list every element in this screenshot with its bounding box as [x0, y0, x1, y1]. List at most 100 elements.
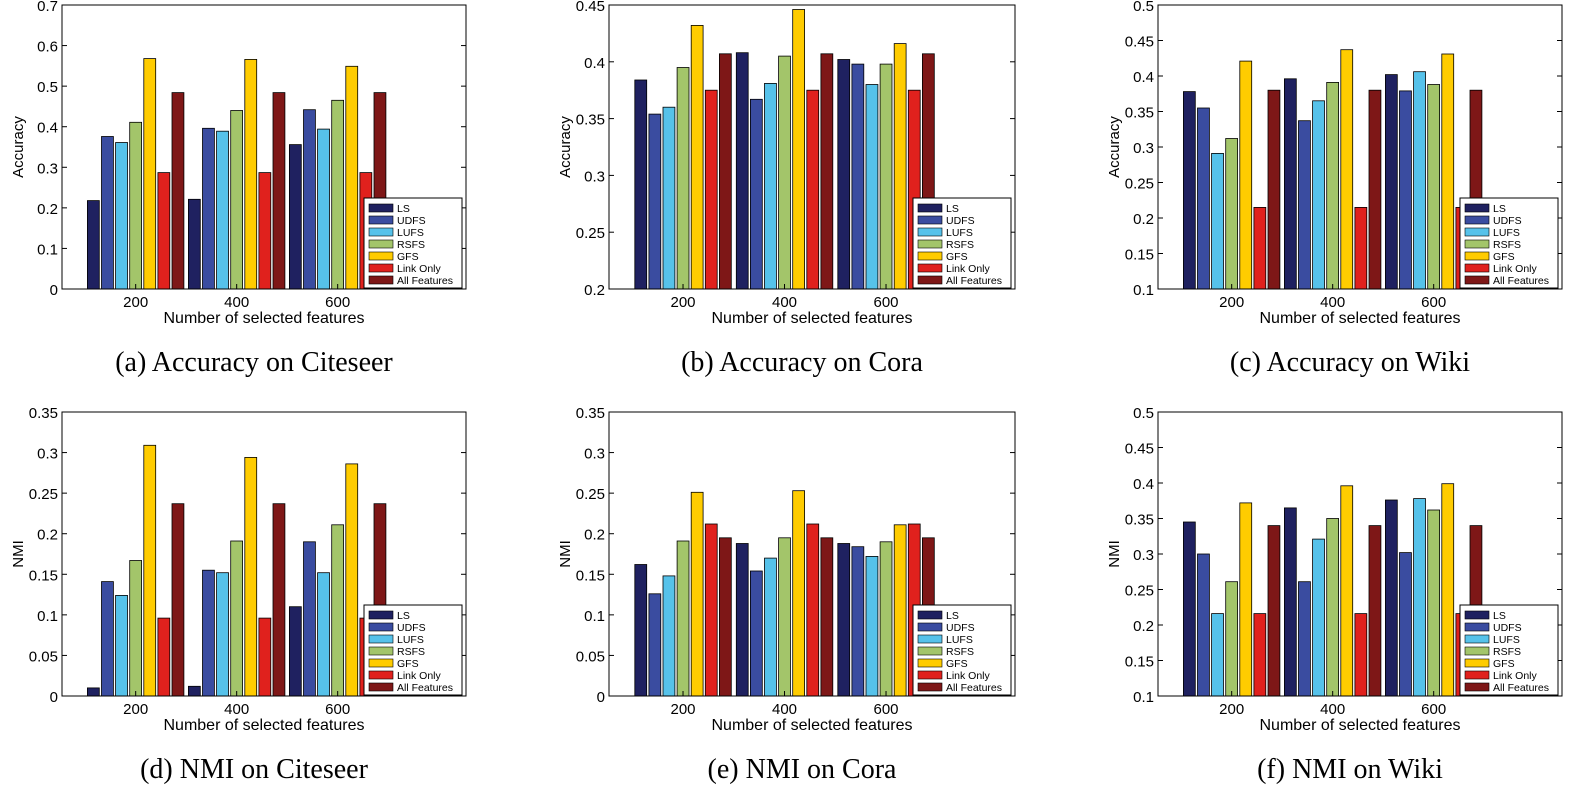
bar-lufs-400: [1312, 538, 1325, 697]
x-axis-label: Number of selected features: [712, 310, 913, 327]
legend-label-gfs: GFS: [1493, 658, 1515, 670]
legend-label-all-features: All Features: [946, 682, 1002, 694]
y-tick-label: 0: [50, 689, 58, 706]
legend-label-ls: LS: [397, 610, 410, 622]
bar-gfs-200: [143, 58, 157, 290]
bar-all-features-400: [272, 503, 286, 697]
y-tick-label: 0.25: [1125, 176, 1154, 193]
legend-swatch-rsfs: [917, 646, 943, 656]
bar-all-features-200: [719, 537, 732, 697]
y-tick-label: 0.1: [1133, 689, 1154, 706]
y-tick-label: 0.45: [1125, 34, 1154, 51]
legend-label-ls: LS: [397, 203, 410, 215]
bar-gfs-200: [143, 444, 157, 697]
x-axis-label: Number of selected features: [164, 310, 365, 327]
bar-link-only-200: [1253, 206, 1267, 290]
legend-swatch-ls: [917, 610, 943, 620]
bar-lufs-400: [764, 83, 777, 290]
bar-ls-200: [1183, 91, 1196, 290]
bar-all-features-400: [820, 537, 834, 697]
legend-label-rsfs: RSFS: [397, 646, 425, 658]
bar-lufs-200: [662, 575, 676, 697]
legend-swatch-gfs: [917, 658, 943, 668]
bar-link-only-200: [157, 172, 171, 290]
legend-label-gfs: GFS: [946, 658, 968, 670]
legend-swatch-rsfs: [1464, 239, 1490, 249]
chart-caption: (a) Accuracy on Citeseer: [115, 347, 393, 378]
legend-swatch-lufs: [917, 634, 943, 644]
y-tick-label: 0.25: [576, 225, 605, 242]
y-tick-label: 0.45: [576, 0, 605, 15]
legend-swatch-all-features: [917, 682, 943, 692]
bar-rsfs-600: [879, 63, 893, 290]
legend-swatch-udfs: [917, 215, 943, 225]
chart-3: 0.1 0.15 0.2 0.25 0.3 0.35 0.4 0.45 0.5 200 400 600…: [1106, 0, 1563, 378]
x-tick-label: 200: [1219, 294, 1244, 311]
x-axis-label: Number of selected features: [1260, 310, 1461, 327]
legend-swatch-ls: [368, 203, 394, 213]
bar-udfs-400: [1298, 581, 1311, 697]
bar-gfs-200: [690, 24, 704, 290]
y-tick-label: 0.35: [29, 405, 58, 422]
bar-udfs-400: [750, 98, 763, 290]
legend-swatch-gfs: [368, 251, 394, 261]
bar-all-features-400: [820, 53, 834, 290]
legend-label-lufs: LUFS: [397, 634, 424, 646]
legend-label-link-only: Link Only: [1493, 670, 1538, 682]
legend-label-lufs: LUFS: [946, 634, 973, 646]
legend-swatch-link-only: [917, 263, 943, 273]
legend-swatch-all-features: [917, 275, 943, 285]
bar-rsfs-600: [1427, 84, 1440, 290]
legend-swatch-udfs: [368, 622, 394, 632]
bar-all-features-200: [1267, 89, 1281, 290]
bar-lufs-400: [764, 557, 777, 697]
bar-udfs-200: [1197, 553, 1210, 697]
y-tick-label: 0.05: [576, 648, 605, 665]
y-tick-label: 0.7: [37, 0, 58, 15]
legend-label-link-only: Link Only: [397, 263, 442, 275]
chart-6: 0.1 0.15 0.2 0.25 0.3 0.35 0.4 0.45 0.5 200 400 600…: [1106, 405, 1563, 785]
legend-label-all-features: All Features: [1493, 682, 1549, 694]
x-tick-label: 400: [224, 294, 249, 311]
bar-lufs-600: [865, 556, 879, 697]
bar-rsfs-400: [778, 537, 791, 697]
legend-swatch-link-only: [917, 670, 943, 680]
legend-label-all-features: All Features: [1493, 275, 1549, 287]
bar-ls-600: [288, 144, 302, 290]
bar-lufs-600: [865, 84, 879, 290]
bar-rsfs-200: [129, 121, 142, 290]
x-tick-label: 400: [224, 701, 249, 718]
legend-swatch-gfs: [368, 658, 394, 668]
chart-4: 0 0.05 0.1 0.15 0.2 0.25 0.3 0.35 200 400 600Numbe…: [10, 405, 467, 785]
bar-ls-200: [1183, 521, 1196, 697]
bar-udfs-200: [648, 593, 662, 697]
y-tick-label: 0.25: [1125, 583, 1154, 600]
legend-swatch-all-features: [368, 275, 394, 285]
y-tick-label: 0.5: [1133, 405, 1154, 422]
bar-all-features-200: [719, 53, 732, 290]
bar-rsfs-600: [1427, 509, 1440, 697]
legend-label-rsfs: RSFS: [946, 239, 974, 251]
y-tick-label: 0.3: [584, 168, 605, 185]
x-tick-label: 200: [671, 294, 696, 311]
bar-ls-400: [735, 543, 749, 697]
y-tick-label: 0: [50, 282, 58, 299]
bar-ls-400: [735, 52, 749, 290]
bar-rsfs-400: [778, 55, 791, 290]
x-tick-label: 200: [123, 701, 148, 718]
legend-swatch-gfs: [917, 251, 943, 261]
bar-gfs-600: [893, 524, 907, 697]
bar-udfs-400: [1298, 120, 1311, 290]
legend-swatch-gfs: [1464, 658, 1490, 668]
bar-ls-200: [87, 200, 100, 290]
x-tick-label: 600: [325, 701, 350, 718]
y-tick-label: 0.2: [584, 282, 605, 299]
bar-gfs-400: [244, 59, 258, 290]
y-tick-label: 0.3: [1133, 140, 1154, 157]
bar-link-only-400: [258, 617, 272, 697]
y-tick-label: 0.15: [1125, 247, 1154, 264]
legend-label-link-only: Link Only: [1493, 263, 1538, 275]
